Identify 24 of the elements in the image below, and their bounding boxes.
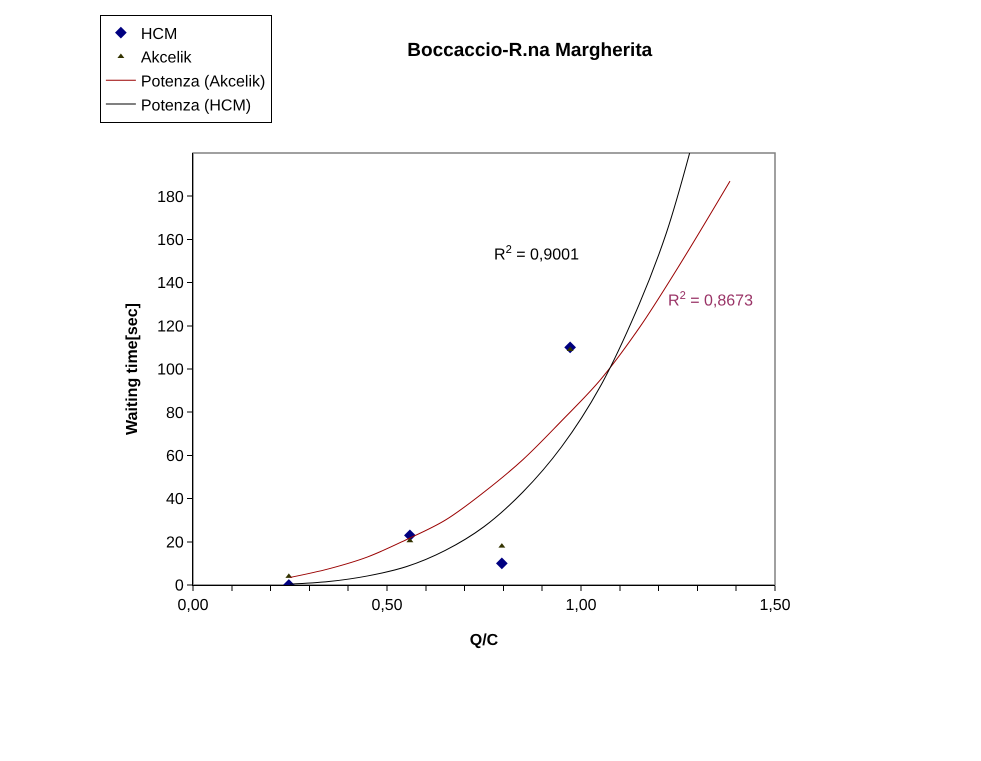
legend-label: Akcelik — [140, 50, 193, 67]
y-tick-label: 140 — [157, 275, 184, 292]
y-tick-label: 120 — [157, 318, 184, 336]
x-tick-label: 1,50 — [759, 597, 791, 614]
annotation: R$^{2}$ = 0,8673 — [668, 290, 754, 310]
y-tick-label: 20 — [166, 534, 184, 552]
y-tick-label: 40 — [166, 491, 184, 508]
y-tick-label: 100 — [157, 362, 184, 379]
y-axis-title: Waiting time[sec] — [124, 303, 141, 435]
y-tick-label: 160 — [157, 232, 184, 249]
x-tick-label: 1,00 — [565, 597, 597, 614]
y-tick-label: 180 — [157, 188, 184, 206]
legend-label: Potenza (Akcelik) — [140, 74, 266, 90]
y-tick-label: 60 — [166, 448, 184, 465]
y-tick-label: 80 — [166, 404, 184, 422]
chart-title: Boccaccio-R.na Margherita — [407, 40, 653, 62]
legend-label: Potenza (HCM) — [140, 97, 252, 114]
legend-label: HCM — [140, 26, 178, 43]
x-tick-label: 0,00 — [177, 597, 209, 614]
x-tick-label: 0,50 — [371, 597, 403, 614]
x-axis-title: Q/C — [470, 632, 499, 649]
annotation: R$^{2}$ = 0,9001 — [494, 244, 580, 264]
point — [496, 558, 508, 570]
y-tick-label: 0 — [174, 578, 184, 595]
